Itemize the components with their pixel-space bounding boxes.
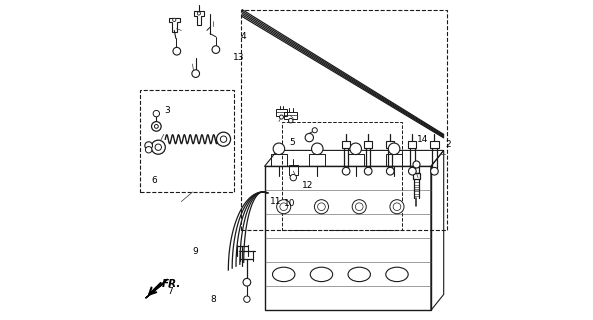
Circle shape	[216, 132, 231, 146]
Circle shape	[290, 174, 296, 181]
Circle shape	[314, 200, 329, 214]
Text: 8: 8	[211, 295, 216, 304]
Circle shape	[153, 110, 160, 117]
Bar	[386, 141, 394, 148]
Bar	[414, 167, 419, 173]
Text: 5: 5	[289, 138, 295, 147]
Circle shape	[342, 167, 350, 175]
Circle shape	[244, 296, 250, 302]
Circle shape	[145, 142, 152, 149]
Circle shape	[352, 200, 366, 214]
Circle shape	[355, 203, 363, 211]
Bar	[413, 173, 420, 179]
Text: 9: 9	[193, 247, 199, 256]
Circle shape	[151, 140, 165, 154]
Circle shape	[280, 203, 288, 211]
Circle shape	[350, 143, 362, 155]
Bar	[264, 166, 431, 310]
Ellipse shape	[348, 267, 371, 282]
Bar	[140, 90, 234, 192]
Circle shape	[311, 143, 323, 155]
Polygon shape	[145, 279, 167, 298]
Bar	[342, 141, 350, 148]
Text: 10: 10	[285, 199, 296, 208]
Circle shape	[154, 124, 158, 128]
Bar	[241, 10, 447, 230]
Circle shape	[305, 133, 314, 142]
Circle shape	[318, 203, 326, 211]
Bar	[386, 154, 402, 166]
Text: 2: 2	[446, 140, 451, 148]
Circle shape	[197, 12, 200, 15]
Circle shape	[364, 167, 372, 175]
Circle shape	[387, 167, 394, 175]
Circle shape	[390, 200, 404, 214]
Bar	[310, 154, 326, 166]
Bar	[431, 141, 439, 148]
Circle shape	[431, 167, 438, 175]
Circle shape	[155, 144, 161, 150]
Circle shape	[277, 200, 291, 214]
Text: 13: 13	[233, 53, 245, 62]
Bar	[364, 141, 372, 148]
Circle shape	[221, 136, 227, 142]
Circle shape	[413, 161, 420, 168]
Circle shape	[289, 118, 293, 123]
Text: 4: 4	[241, 32, 247, 41]
Circle shape	[243, 278, 251, 286]
Text: 14: 14	[417, 135, 429, 144]
Circle shape	[192, 70, 199, 77]
Ellipse shape	[386, 267, 408, 282]
Circle shape	[388, 143, 400, 155]
Bar	[282, 122, 402, 230]
Bar	[276, 109, 287, 116]
Text: 6: 6	[151, 176, 157, 185]
Text: 3: 3	[164, 106, 170, 115]
Bar	[408, 141, 416, 148]
Text: 12: 12	[302, 181, 313, 190]
Circle shape	[145, 147, 152, 153]
Circle shape	[212, 46, 219, 53]
Circle shape	[393, 203, 401, 211]
Bar	[284, 112, 297, 119]
Circle shape	[312, 128, 317, 133]
Bar	[271, 154, 287, 166]
Bar	[347, 154, 364, 166]
Circle shape	[279, 115, 283, 119]
Ellipse shape	[273, 267, 295, 282]
Text: 7: 7	[167, 287, 173, 296]
Circle shape	[273, 143, 285, 155]
Text: FR.: FR.	[162, 279, 181, 289]
Circle shape	[173, 18, 176, 21]
Bar	[289, 165, 298, 175]
Circle shape	[173, 47, 181, 55]
Circle shape	[152, 122, 161, 131]
Text: 11: 11	[270, 197, 282, 206]
Circle shape	[409, 167, 416, 175]
Ellipse shape	[310, 267, 333, 282]
